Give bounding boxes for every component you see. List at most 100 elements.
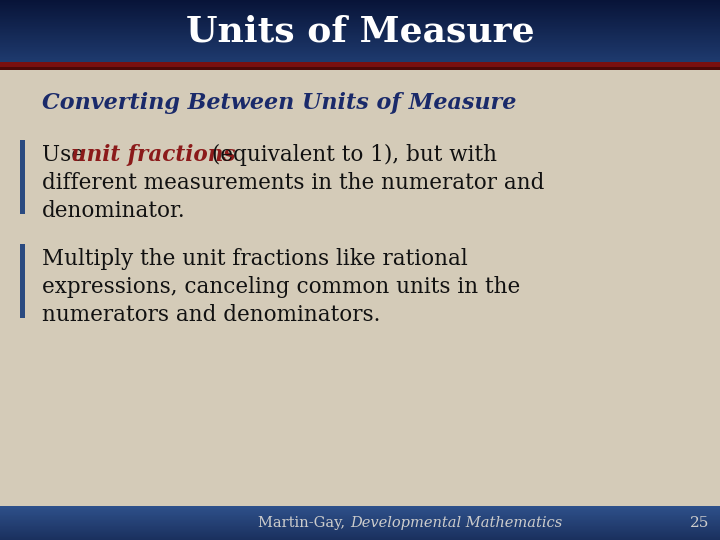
Bar bbox=[0, 521, 720, 522]
Text: 25: 25 bbox=[690, 516, 710, 530]
Bar bbox=[0, 539, 720, 540]
Text: Developmental Mathematics: Developmental Mathematics bbox=[350, 516, 562, 530]
Bar bbox=[0, 17, 720, 18]
Bar bbox=[0, 0, 720, 1]
Bar bbox=[0, 530, 720, 531]
Bar bbox=[0, 525, 720, 526]
Bar bbox=[0, 31, 720, 32]
Bar bbox=[0, 532, 720, 533]
Bar bbox=[0, 527, 720, 528]
Bar bbox=[0, 32, 720, 33]
Bar bbox=[0, 522, 720, 523]
Bar bbox=[0, 45, 720, 46]
Text: numerators and denominators.: numerators and denominators. bbox=[42, 304, 380, 326]
Bar bbox=[0, 8, 720, 9]
Bar bbox=[0, 7, 720, 8]
Bar bbox=[0, 20, 720, 21]
Bar bbox=[0, 23, 720, 24]
Bar bbox=[0, 5, 720, 6]
Bar bbox=[0, 531, 720, 532]
Bar bbox=[0, 50, 720, 51]
Bar bbox=[0, 59, 720, 60]
Bar bbox=[0, 38, 720, 39]
Bar bbox=[0, 533, 720, 534]
Text: Multiply the unit fractions like rational: Multiply the unit fractions like rationa… bbox=[42, 248, 468, 270]
Text: Use: Use bbox=[42, 144, 91, 166]
Bar bbox=[0, 52, 720, 53]
Bar bbox=[0, 62, 720, 67]
Bar bbox=[0, 535, 720, 536]
Bar bbox=[0, 24, 720, 25]
Bar bbox=[0, 511, 720, 512]
Bar bbox=[0, 25, 720, 26]
Bar bbox=[0, 11, 720, 12]
Bar bbox=[0, 3, 720, 4]
Bar bbox=[0, 523, 720, 524]
Text: Units of Measure: Units of Measure bbox=[186, 14, 534, 48]
Bar bbox=[0, 48, 720, 49]
Bar bbox=[0, 528, 720, 529]
Text: (equivalent to 1), but with: (equivalent to 1), but with bbox=[205, 144, 497, 166]
Bar bbox=[0, 512, 720, 513]
Bar bbox=[0, 514, 720, 515]
Bar bbox=[0, 508, 720, 509]
Bar bbox=[0, 61, 720, 62]
Bar bbox=[0, 9, 720, 10]
Bar bbox=[0, 36, 720, 37]
Bar bbox=[0, 4, 720, 5]
Bar bbox=[0, 510, 720, 511]
Bar bbox=[0, 15, 720, 16]
Bar bbox=[0, 40, 720, 41]
Bar bbox=[0, 49, 720, 50]
Bar bbox=[0, 526, 720, 527]
Bar bbox=[0, 536, 720, 537]
Bar bbox=[0, 517, 720, 518]
Bar bbox=[0, 41, 720, 42]
Bar bbox=[0, 513, 720, 514]
Bar bbox=[0, 21, 720, 22]
Text: expressions, canceling common units in the: expressions, canceling common units in t… bbox=[42, 276, 521, 298]
Bar bbox=[0, 13, 720, 14]
Bar bbox=[0, 26, 720, 27]
Bar bbox=[0, 507, 720, 508]
Bar bbox=[0, 506, 720, 507]
Text: different measurements in the numerator and: different measurements in the numerator … bbox=[42, 172, 544, 194]
Bar bbox=[0, 10, 720, 11]
Bar bbox=[0, 509, 720, 510]
Bar bbox=[0, 19, 720, 20]
Bar bbox=[0, 46, 720, 48]
Bar bbox=[0, 12, 720, 13]
Bar bbox=[0, 529, 720, 530]
Bar bbox=[0, 14, 720, 15]
Bar bbox=[0, 518, 720, 519]
Bar bbox=[0, 44, 720, 45]
Bar bbox=[0, 516, 720, 517]
Bar bbox=[0, 519, 720, 521]
Bar bbox=[0, 29, 720, 30]
Bar bbox=[0, 43, 720, 44]
Bar bbox=[0, 57, 720, 58]
Text: denominator.: denominator. bbox=[42, 200, 186, 222]
Text: Martin-Gay,: Martin-Gay, bbox=[258, 516, 350, 530]
Bar bbox=[0, 53, 720, 54]
Bar bbox=[0, 51, 720, 52]
Bar bbox=[0, 30, 720, 31]
Text: unit fractions: unit fractions bbox=[71, 144, 235, 166]
Bar bbox=[0, 27, 720, 28]
Bar bbox=[0, 37, 720, 38]
Bar bbox=[20, 140, 25, 214]
Bar bbox=[0, 56, 720, 57]
Bar bbox=[0, 28, 720, 29]
Bar bbox=[0, 16, 720, 17]
Bar bbox=[20, 244, 25, 318]
Bar bbox=[0, 60, 720, 61]
Bar bbox=[0, 42, 720, 43]
Bar bbox=[0, 33, 720, 34]
Bar bbox=[0, 538, 720, 539]
Bar bbox=[0, 2, 720, 3]
Bar bbox=[0, 67, 720, 70]
Bar bbox=[0, 18, 720, 19]
Bar bbox=[0, 35, 720, 36]
Bar bbox=[0, 39, 720, 40]
Bar bbox=[0, 534, 720, 535]
